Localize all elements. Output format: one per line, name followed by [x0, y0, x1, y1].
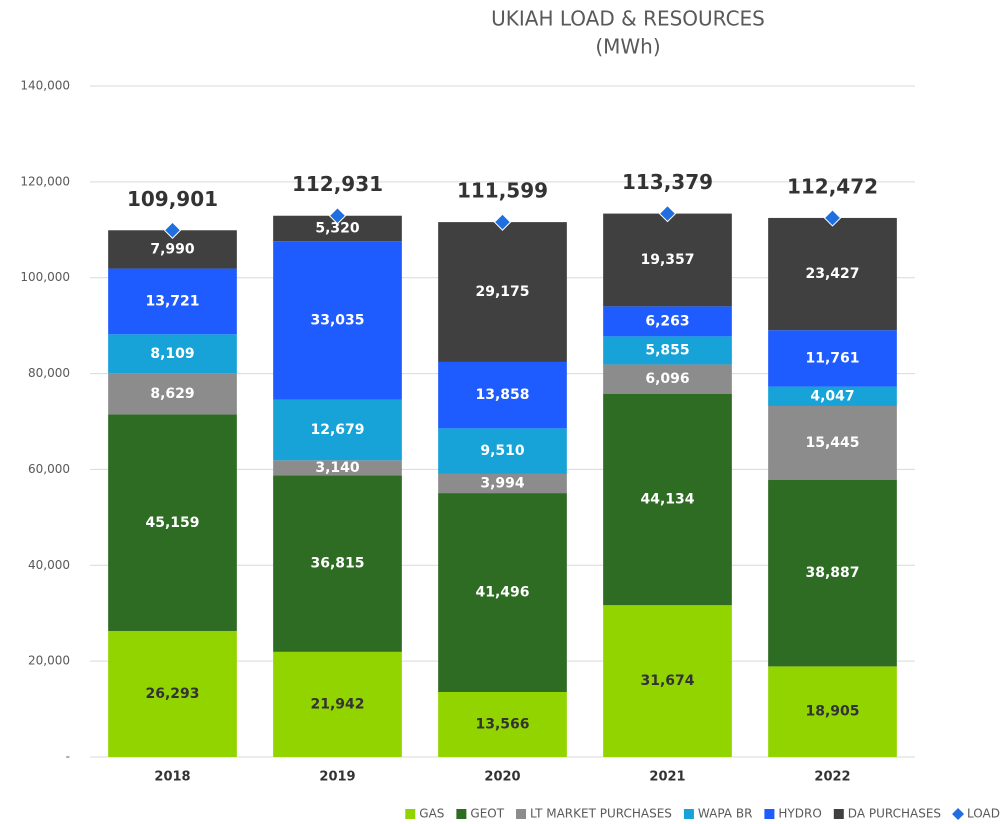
chart-subtitle: (MWh): [595, 35, 660, 59]
data-label: 41,496: [475, 585, 529, 601]
bar-segment: [603, 336, 732, 365]
bar-segment: [603, 306, 732, 337]
legend-label: GAS: [419, 807, 444, 821]
load-marker: [823, 209, 842, 227]
bar-segment: [108, 630, 237, 757]
x-tick-label: 2021: [649, 770, 685, 785]
bar-segment: [768, 386, 897, 406]
data-label: 8,629: [150, 386, 194, 402]
data-label: 8,109: [150, 346, 194, 362]
data-label: 29,175: [475, 284, 529, 300]
y-tick-label: 100,000: [20, 270, 70, 284]
bar-segment: [438, 222, 567, 362]
bar-segment: [768, 405, 897, 481]
y-tick-label: 40,000: [28, 558, 70, 572]
data-label: 6,096: [645, 371, 689, 387]
total-label: 111,599: [457, 179, 548, 203]
legend-label: HYDRO: [778, 807, 821, 821]
load-marker: [658, 204, 677, 223]
data-label: 21,942: [310, 696, 364, 712]
data-label: 19,357: [640, 252, 694, 268]
x-tick-label: 2020: [484, 770, 520, 785]
data-label: 11,761: [805, 350, 859, 366]
legend-label: LOAD: [967, 807, 1000, 821]
y-tick-label: 20,000: [28, 654, 70, 668]
x-tick-label: 2019: [319, 770, 355, 785]
legend-label: GEOT: [470, 807, 504, 821]
data-label: 3,994: [480, 476, 525, 492]
data-label: 38,887: [805, 565, 859, 581]
bar-segment: [438, 493, 567, 692]
data-label: 31,674: [640, 673, 694, 689]
bar-segment: [603, 605, 732, 757]
bar-segment: [768, 330, 897, 387]
x-tick-label: 2022: [814, 770, 850, 785]
total-label: 113,379: [622, 170, 713, 194]
legend-label: LT MARKET PURCHASES: [530, 807, 672, 821]
data-label: 6,263: [645, 313, 689, 329]
legend-swatch: [683, 809, 694, 819]
bar-segment: [438, 691, 567, 757]
total-label: 112,472: [787, 174, 878, 198]
load-marker: [493, 213, 512, 231]
x-tick-label: 2018: [154, 770, 190, 785]
y-tick-label: 140,000: [20, 79, 70, 93]
bar-segment: [438, 473, 567, 494]
data-label: 36,815: [310, 556, 364, 572]
data-label: 23,427: [805, 266, 859, 282]
data-label: 4,047: [810, 388, 854, 404]
total-label: 109,901: [127, 187, 218, 211]
bar-segment: [438, 428, 567, 474]
bar-segment: [768, 480, 897, 667]
data-label: 5,855: [645, 342, 689, 358]
data-label: 3,140: [315, 460, 360, 476]
legend-swatch: [516, 809, 527, 819]
legend-swatch: [405, 809, 416, 819]
total-label: 112,931: [292, 172, 383, 196]
bar-segment: [768, 217, 897, 331]
bar-segment: [603, 213, 732, 307]
data-label: 5,320: [315, 220, 360, 236]
bar-segment: [273, 399, 402, 461]
data-label: 7,990: [150, 241, 195, 257]
data-label: 15,445: [805, 435, 859, 451]
data-label: 26,293: [145, 686, 199, 702]
bar-segment: [768, 666, 897, 757]
legend-swatch: [764, 809, 775, 819]
bar-segment: [108, 414, 237, 631]
data-label: 13,566: [475, 716, 529, 732]
legend-marker: [952, 808, 965, 820]
y-tick-label: 60,000: [28, 462, 70, 476]
load-marker: [163, 221, 182, 239]
legend-label: DA PURCHASES: [848, 807, 941, 821]
bar-segment: [108, 373, 237, 415]
bar-segment: [108, 334, 237, 374]
data-label: 13,858: [475, 387, 529, 403]
bar-segment: [273, 241, 402, 400]
data-label: 13,721: [145, 293, 199, 309]
bar-segment: [438, 361, 567, 429]
data-label: 18,905: [805, 704, 859, 720]
y-tick-label: 120,000: [20, 174, 70, 188]
bar-segment: [603, 393, 732, 606]
data-label: 9,510: [480, 443, 525, 459]
data-label: 45,159: [145, 515, 199, 531]
y-tick-label: -: [66, 750, 70, 764]
y-tick-label: 80,000: [28, 366, 70, 380]
bar-segment: [273, 651, 402, 757]
data-label: 12,679: [310, 422, 364, 438]
bar-segment: [108, 268, 237, 335]
bar-segment: [603, 364, 732, 394]
legend-swatch: [833, 809, 844, 819]
bar-segment: [273, 475, 402, 652]
legend-swatch: [456, 809, 467, 819]
data-label: 44,134: [640, 491, 694, 507]
data-label: 33,035: [310, 312, 364, 328]
chart-title: UKIAH LOAD & RESOURCES: [491, 7, 765, 31]
load-marker: [328, 207, 347, 225]
legend-label: WAPA BR: [698, 807, 752, 821]
bar-segment: [273, 460, 402, 476]
